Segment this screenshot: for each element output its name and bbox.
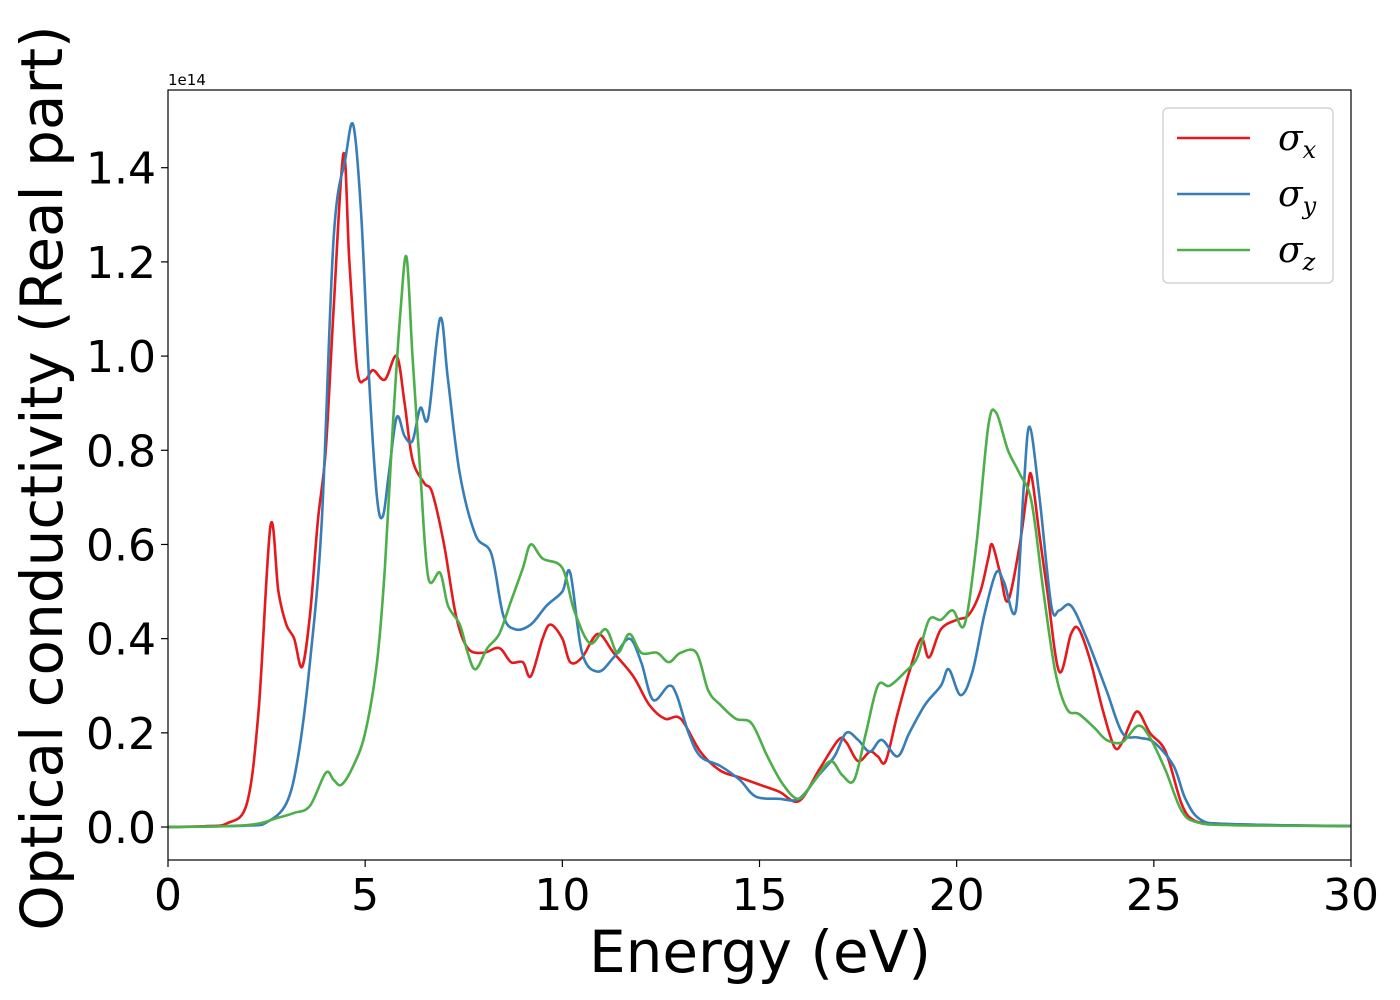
x-tick-label: 20 [929, 870, 985, 921]
y-tick-label: 0.4 [86, 615, 156, 666]
x-tick-label: 10 [534, 870, 590, 921]
y-tick-label: 1.2 [86, 238, 156, 289]
y-tick-label: 0.8 [86, 426, 156, 477]
legend-label-sigma-z: σz [1278, 230, 1316, 276]
x-tick-label: 0 [154, 870, 182, 921]
y-tick-label: 0.6 [86, 520, 156, 571]
x-tick-label: 15 [732, 870, 788, 921]
legend-label-sigma-y: σy [1278, 174, 1317, 220]
x-axis-title: Energy (eV) [589, 918, 931, 986]
y-offset-label: 1e14 [168, 71, 206, 89]
y-tick-label: 0.0 [86, 803, 156, 854]
y-tick-label: 0.2 [86, 709, 156, 760]
series-line-sigma-z [167, 254, 1352, 829]
legend: σx σy σz [1162, 107, 1334, 284]
y-tick-label: 1.4 [86, 144, 156, 195]
x-axis: 0 5 10 15 20 25 30 [154, 860, 1379, 921]
y-axis-title: Optical conductivity (Real part) [8, 25, 76, 930]
legend-label-sigma-x: σx [1278, 118, 1317, 164]
x-tick-label: 25 [1126, 870, 1182, 921]
x-tick-label: 5 [351, 870, 379, 921]
series-line-sigma-x [167, 152, 1352, 829]
series-layer [167, 121, 1352, 829]
y-axis: 0.0 0.2 0.4 0.6 0.8 1.0 1.2 1.4 [86, 144, 168, 854]
legend-box [1162, 107, 1334, 284]
series-line-sigma-y [167, 121, 1352, 829]
x-tick-label: 30 [1323, 870, 1379, 921]
y-tick-label: 1.0 [86, 332, 156, 383]
